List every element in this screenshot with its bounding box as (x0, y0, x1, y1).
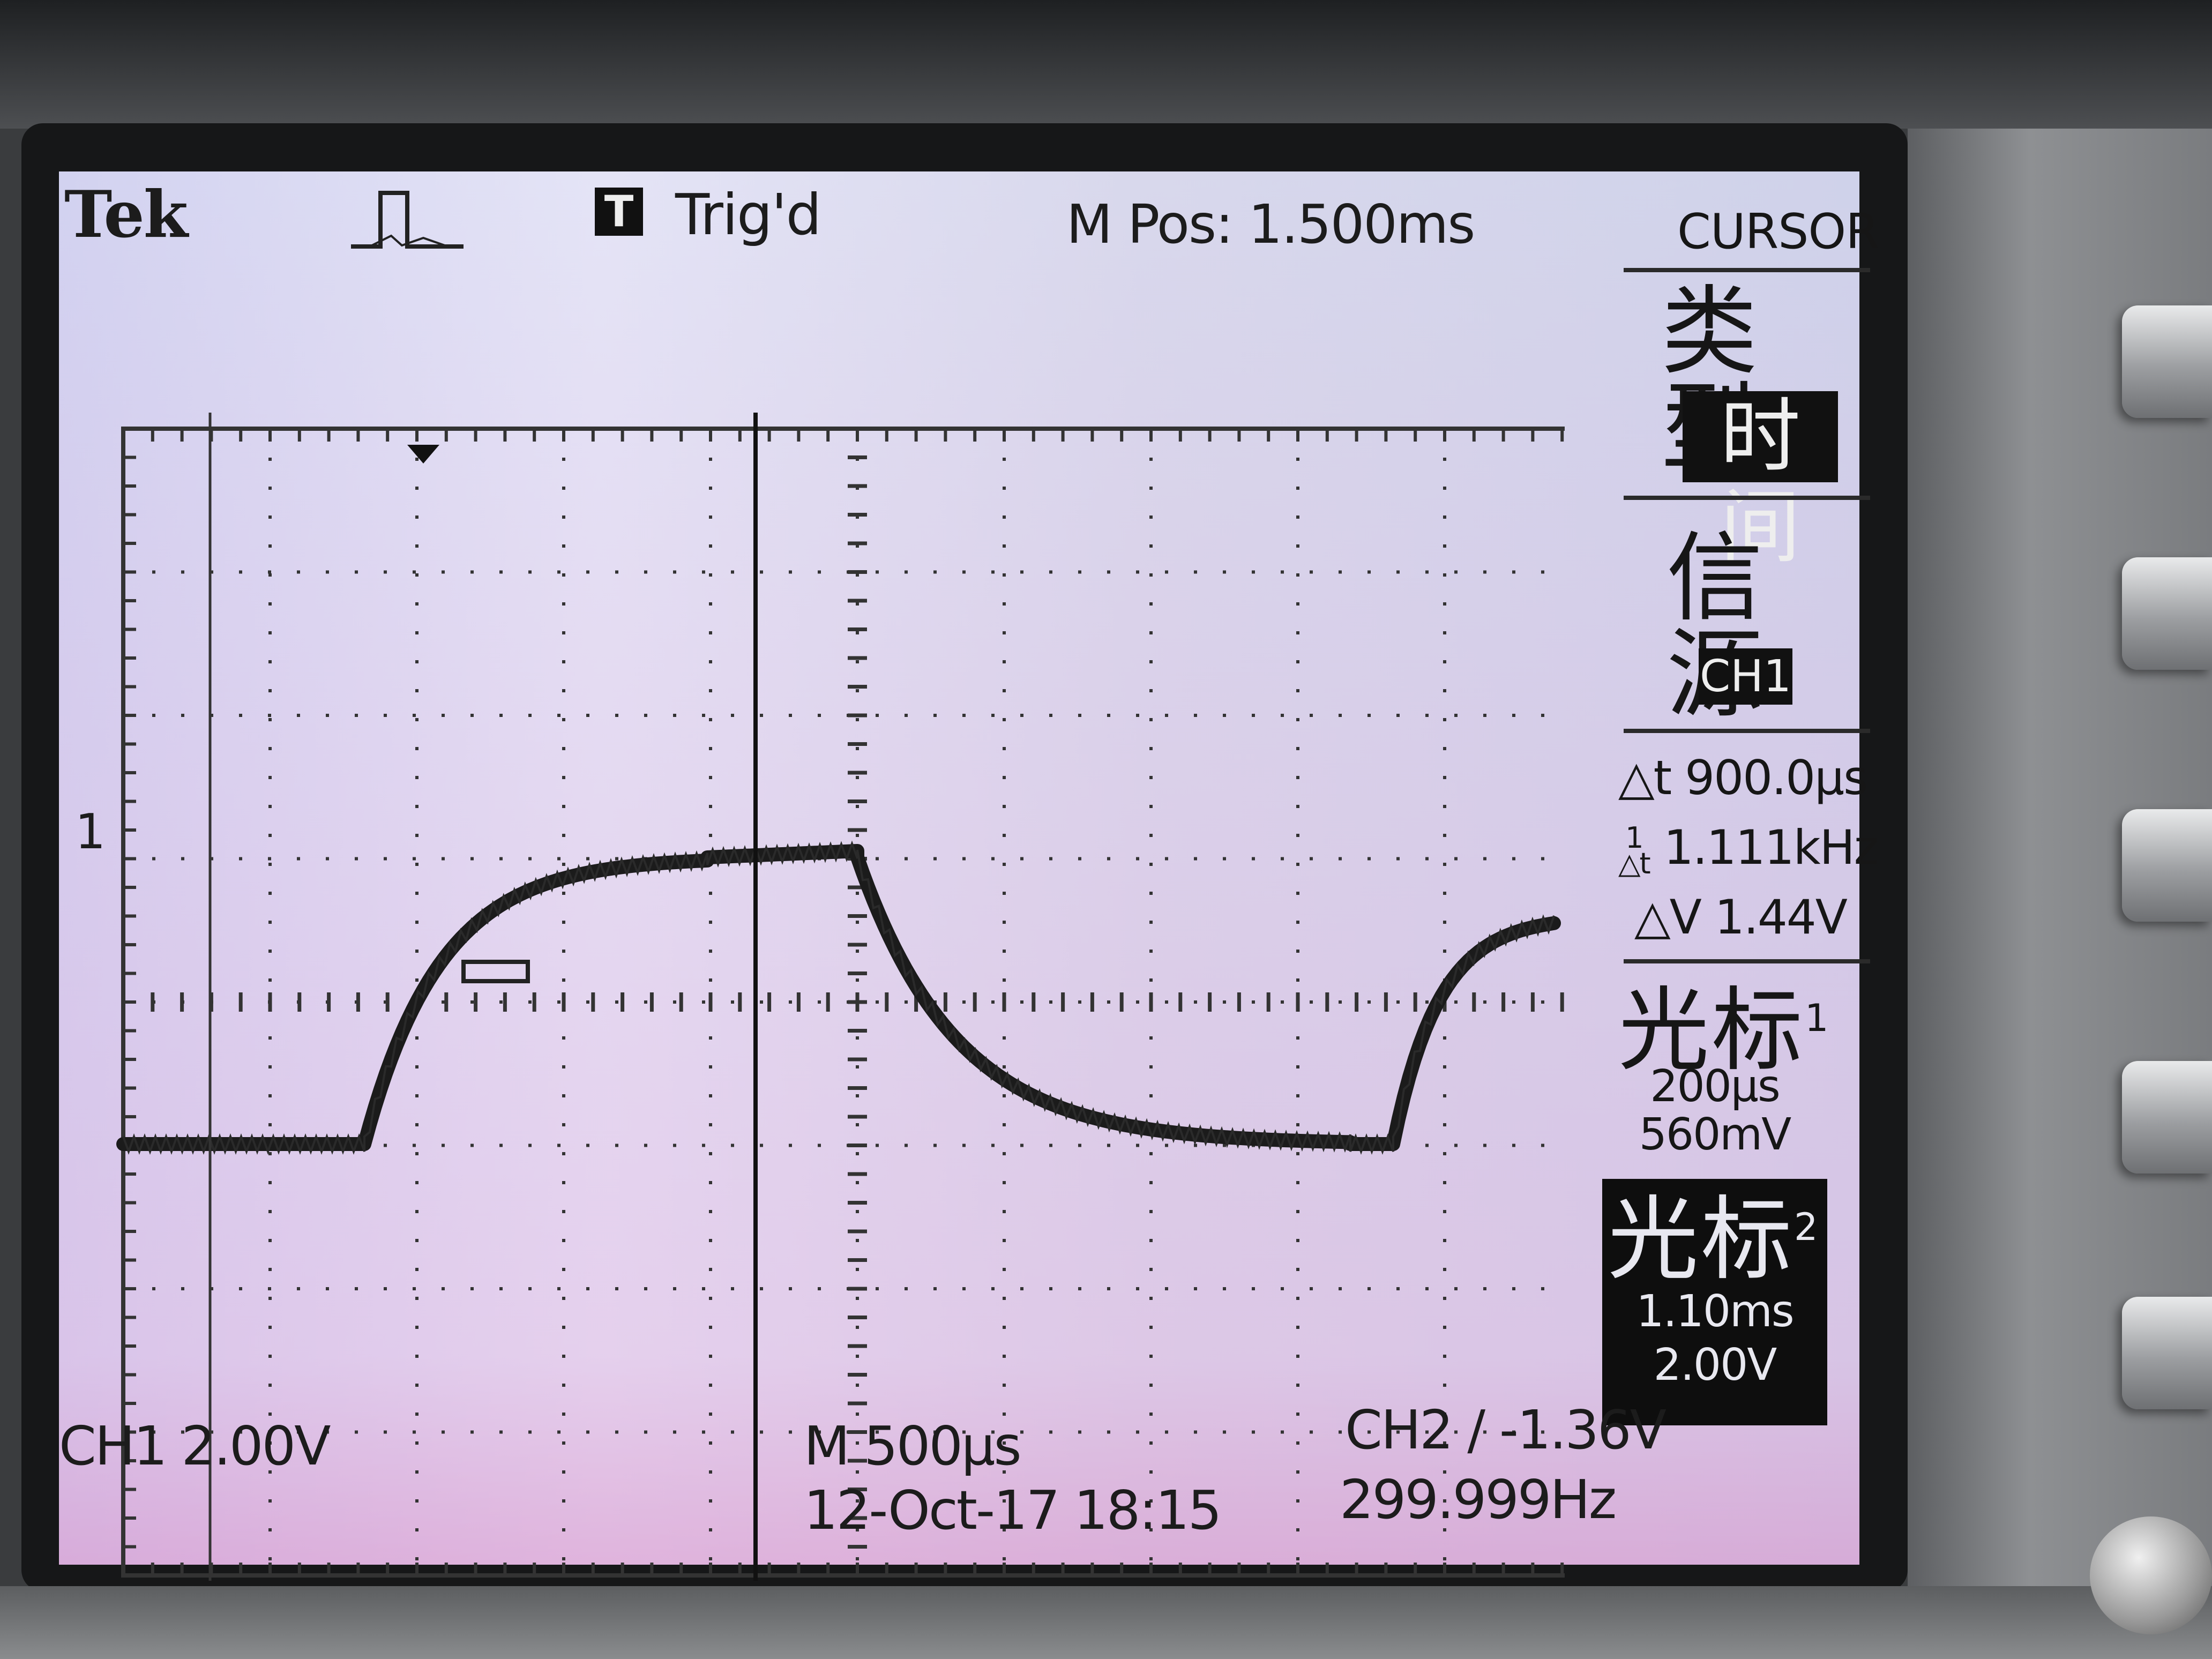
trigger-frequency: 299.999Hz (1340, 1468, 1617, 1531)
one-over-delta-t-icon: 1 △t (1618, 821, 1651, 881)
control-knob[interactable] (2090, 1516, 2212, 1634)
cursor-2-item[interactable]: 光标2 1.10ms 2.00V (1602, 1179, 1827, 1425)
graticule (116, 413, 1565, 1581)
horizontal-position: M Pos: 1.500ms (1066, 193, 1475, 256)
delta-v-value: 1.44V (1714, 890, 1848, 945)
cursor-2-time: 1.10ms (1636, 1286, 1794, 1337)
scope-top-housing (0, 0, 2212, 129)
menu-button-2[interactable] (2122, 557, 2212, 670)
delta-icon: △V (1634, 890, 1715, 945)
delta-icon: △t (1618, 750, 1685, 805)
cursor-1-time: 200µs (1650, 1061, 1780, 1112)
source-value: CH1 (1699, 648, 1792, 705)
trigger-position-marker (407, 445, 439, 464)
trigger-icon: T (595, 188, 643, 236)
cursor-2-label: 光标2 (1608, 1186, 1820, 1293)
menu-separator (1624, 268, 1870, 272)
menu-separator (1624, 496, 1870, 500)
menu-button-3[interactable] (2122, 809, 2212, 922)
cursor-1-label: 光标1 (1618, 977, 1831, 1084)
delta-v-readout: △V 1.44V (1634, 890, 1848, 945)
trigger-level-marker (461, 960, 530, 983)
ch1-ground-marker: 1 (75, 804, 106, 860)
date-time: 12-Oct-17 18:15 (804, 1479, 1222, 1542)
delta-t-readout: △t 900.0µs (1618, 750, 1868, 805)
trigger-status: Trig'd (675, 182, 821, 248)
menu-button-4[interactable] (2122, 1061, 2212, 1174)
cursor-2-volt: 2.00V (1653, 1340, 1777, 1391)
menu-button-1[interactable] (2122, 305, 2212, 418)
cursor-1-volt: 560mV (1639, 1109, 1792, 1160)
inverse-delta-t-value: 1.111kHz (1663, 820, 1879, 875)
source-label[interactable]: 信源 (1667, 522, 1766, 723)
ch1-waveform (116, 844, 1561, 1151)
delta-t-value: 900.0µs (1685, 750, 1868, 805)
menu-separator (1624, 959, 1870, 963)
ch1-scale: CH1 2.00V (59, 1415, 331, 1477)
timebase-scale: M 500µs (804, 1415, 1022, 1477)
brand-logo: Tek (64, 177, 188, 252)
ch1-waveform-noise (122, 840, 1555, 1155)
menu-button-5[interactable] (2122, 1297, 2212, 1409)
acquisition-icon (351, 191, 464, 249)
bottom-housing (0, 1586, 2212, 1659)
oscilloscope-display: Tek T Trig'd M Pos: 1.500ms 1 CURSOR 类型 … (59, 171, 1879, 1581)
menu-title: CURSOR (1677, 204, 1879, 260)
trigger-readout: CH2 ∕ -1.36V (1345, 1399, 1667, 1461)
type-value: 时间 (1683, 391, 1838, 573)
inverse-delta-t-readout: 1 △t 1.111kHz (1618, 820, 1879, 881)
cursor-menu: CURSOR 类型 时间 信源 CH1 △t 900.0µs 1△t 1.111… (1554, 171, 1879, 1425)
menu-separator (1624, 729, 1870, 733)
